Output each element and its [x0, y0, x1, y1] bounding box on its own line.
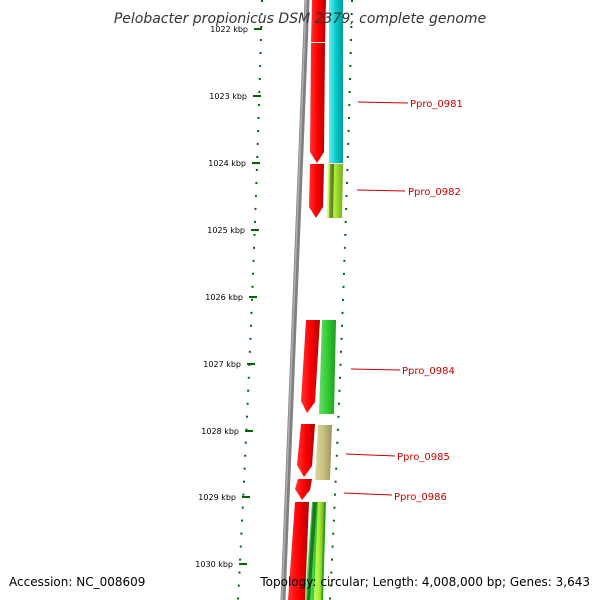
gene-label[interactable]: Ppro_0985	[397, 452, 450, 463]
cds-feature[interactable]	[309, 164, 324, 218]
feature-khaki[interactable]	[315, 425, 332, 480]
ruler-tick-label: 1024 kbp	[208, 159, 246, 168]
topology-label: Topology: circular; Length: 4,008,000 bp…	[259, 575, 590, 589]
forward-strand-features	[288, 0, 326, 600]
cds-feature[interactable]	[311, 0, 326, 42]
ruler-tick-label: 1029 kbp	[198, 493, 236, 502]
gene-leader-line	[345, 453, 396, 457]
gene-leader-line	[356, 189, 406, 192]
ruler-tick-label: 1030 kbp	[195, 560, 233, 569]
gene-leader-line	[357, 101, 409, 104]
feature-green[interactable]	[319, 320, 336, 414]
cds-feature[interactable]	[288, 502, 309, 600]
feature-dark-stripe	[307, 502, 317, 600]
cds-feature[interactable]	[310, 43, 325, 163]
gene-label[interactable]: Ppro_0982	[408, 187, 461, 198]
feature-lime-stripe	[314, 502, 324, 600]
gene-leader-line	[343, 492, 393, 496]
ruler-tick-label: 1026 kbp	[205, 293, 243, 302]
outer-track	[329, 0, 353, 600]
ruler-tick-label: 1027 kbp	[203, 360, 241, 369]
reverse-strand-features	[305, 0, 343, 600]
inner-tick-track	[237, 0, 263, 600]
ruler: 1022 kbp 1023 kbp 1024 kbp 1025 kbp 1026 kbp…	[195, 25, 262, 569]
gene-label[interactable]: Ppro_0984	[402, 366, 455, 377]
map-title: Pelobacter propionicus DSM 2379, complet…	[114, 11, 486, 27]
accession-label: Accession: NC_008609	[9, 575, 145, 589]
cds-feature[interactable]	[301, 320, 320, 413]
gene-label[interactable]: Ppro_0986	[394, 492, 447, 503]
cds-feature[interactable]	[297, 424, 315, 477]
ruler-tick-label: 1025 kbp	[207, 226, 245, 235]
backbone	[280, 0, 310, 600]
gene-labels: Ppro_0981 Ppro_0982 Ppro_0984 Ppro_0985 Ppro…	[343, 99, 463, 503]
ruler-tick-label: 1023 kbp	[209, 92, 247, 101]
feature-cyan[interactable]	[329, 0, 343, 163]
gene-leader-line	[350, 368, 401, 371]
cds-feature[interactable]	[295, 479, 312, 500]
feature-olive-stripe	[329, 164, 334, 218]
ruler-tick-label: 1028 kbp	[201, 427, 239, 436]
gene-label[interactable]: Ppro_0981	[410, 99, 463, 110]
ruler-tick-label: 1022 kbp	[210, 25, 248, 34]
